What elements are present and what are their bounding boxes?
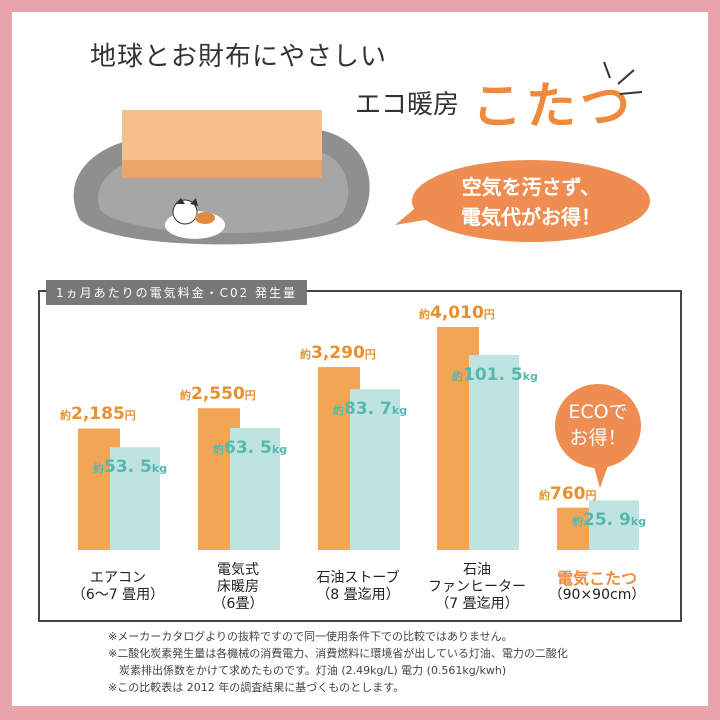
eco-badge-tail [592, 460, 610, 488]
category-name: 石油 ファンヒーター [428, 562, 526, 595]
value: 53. 5 [104, 457, 152, 478]
chart-box [38, 290, 682, 622]
note-1: ※メーカーカタログよりの抜粋ですので同一使用条件下での比較ではありません。 [108, 630, 513, 643]
data-label-co2: 約53. 5kg [93, 457, 167, 477]
value: 2,550 [191, 384, 245, 405]
category-name: 電気こたつ [556, 569, 637, 588]
prefix: 約 [180, 389, 191, 403]
category-sub: （7 畳迄用） [435, 596, 519, 612]
unit: 円 [585, 488, 597, 502]
eco-badge-line2: お得！ [569, 427, 627, 449]
category-sub: （90×90cm） [548, 587, 646, 603]
unit: 円 [124, 409, 136, 423]
category-name: 石油ストーブ [316, 570, 400, 586]
unit: 円 [364, 348, 376, 362]
data-label-co2: 約25. 9kg [572, 510, 646, 530]
bubble-tail [395, 200, 425, 225]
category-label: 電気式 床暖房 （6畳） [178, 562, 298, 613]
eco-badge-line1: ECOで [568, 401, 628, 423]
unit: kg [391, 404, 408, 418]
unit: kg [630, 515, 647, 529]
unit: kg [271, 443, 288, 456]
unit: kg [522, 370, 538, 383]
category-name: エアコン [90, 570, 146, 586]
prefix: 約 [60, 409, 71, 423]
chart-bottom-line [40, 620, 680, 622]
data-label-yen: 約4,010円 [419, 303, 495, 323]
data-label-co2: 約101. 5kg [452, 365, 538, 385]
value: 63. 5 [224, 438, 272, 458]
category-sub: （8 畳迄用） [316, 587, 400, 603]
bar-co2 [469, 355, 519, 550]
bar-co2 [110, 447, 160, 550]
prefix: 約 [419, 308, 430, 321]
category-label: 電気こたつ （90×90cm） [537, 570, 657, 604]
speech-bubble: 空気を汚さず、 電気代がお得！ [412, 160, 650, 242]
value: 101. 5 [463, 365, 523, 385]
prefix: 約 [539, 488, 550, 502]
category-name: 電気式 床暖房 [217, 562, 259, 595]
emphasis-lines-icon [603, 61, 643, 95]
footnotes: ※メーカーカタログよりの抜粋ですので同一使用条件下での比較ではありません。 ※二… [108, 628, 568, 696]
headline-line2: エコ暖房 [355, 90, 460, 120]
data-label-yen: 約2,550円 [180, 384, 256, 404]
prefix: 約 [300, 348, 311, 362]
prefix: 約 [333, 404, 344, 418]
unit: 円 [244, 389, 256, 403]
kotatsu-cat-illustration [73, 110, 370, 245]
headline-line1: 地球とお財布にやさしい [90, 42, 388, 72]
unit: kg [151, 462, 168, 476]
category-label: 石油 ファンヒーター （7 畳迄用） [417, 562, 537, 613]
bubble-line1: 空気を汚さず、 [461, 175, 601, 199]
unit: 円 [483, 308, 495, 321]
data-label-yen: 約2,185円 [60, 404, 136, 424]
category-sub: （6畳） [212, 596, 264, 612]
bar-co2 [350, 389, 400, 550]
note-3: 炭素排出係数をかけて求めたものです。灯油 (2.49kg/L) 電力 (0.56… [108, 664, 507, 677]
data-label-co2: 約63. 5kg [213, 438, 287, 458]
category-label: 石油ストーブ （8 畳迄用） [298, 570, 418, 604]
value: 760 [550, 483, 586, 504]
value: 2,185 [71, 404, 125, 425]
prefix: 約 [452, 370, 463, 383]
data-label-yen: 約760円 [539, 484, 597, 504]
category-sub: （6～7 畳用） [71, 587, 165, 603]
prefix: 約 [572, 515, 583, 529]
bubble-line2: 電気代がお得！ [461, 205, 601, 229]
data-label-co2: 約83. 7kg [333, 399, 407, 419]
note-2: ※二酸化炭素発生量は各機械の消費電力、消費燃料に環境省が出している灯油、電力の二… [108, 647, 568, 660]
data-label-yen: 約3,290円 [300, 343, 376, 363]
chart-title: 1ヵ月あたりの電気料金・C02 発生量 [46, 280, 308, 305]
prefix: 約 [213, 443, 224, 456]
bar-co2 [589, 500, 639, 550]
bar-co2 [230, 428, 280, 550]
value: 3,290 [311, 343, 365, 364]
prefix: 約 [93, 462, 104, 476]
value: 83. 7 [344, 399, 392, 420]
eco-badge: ECOで お得！ [555, 384, 641, 468]
value: 25. 9 [583, 510, 631, 531]
category-label: エアコン （6～7 畳用） [58, 570, 178, 604]
note-4: ※この比較表は 2012 年の調査結果に基づくものとします。 [108, 681, 405, 694]
headline-kotatsu: こたつ [472, 77, 634, 135]
value: 4,010 [430, 303, 484, 323]
